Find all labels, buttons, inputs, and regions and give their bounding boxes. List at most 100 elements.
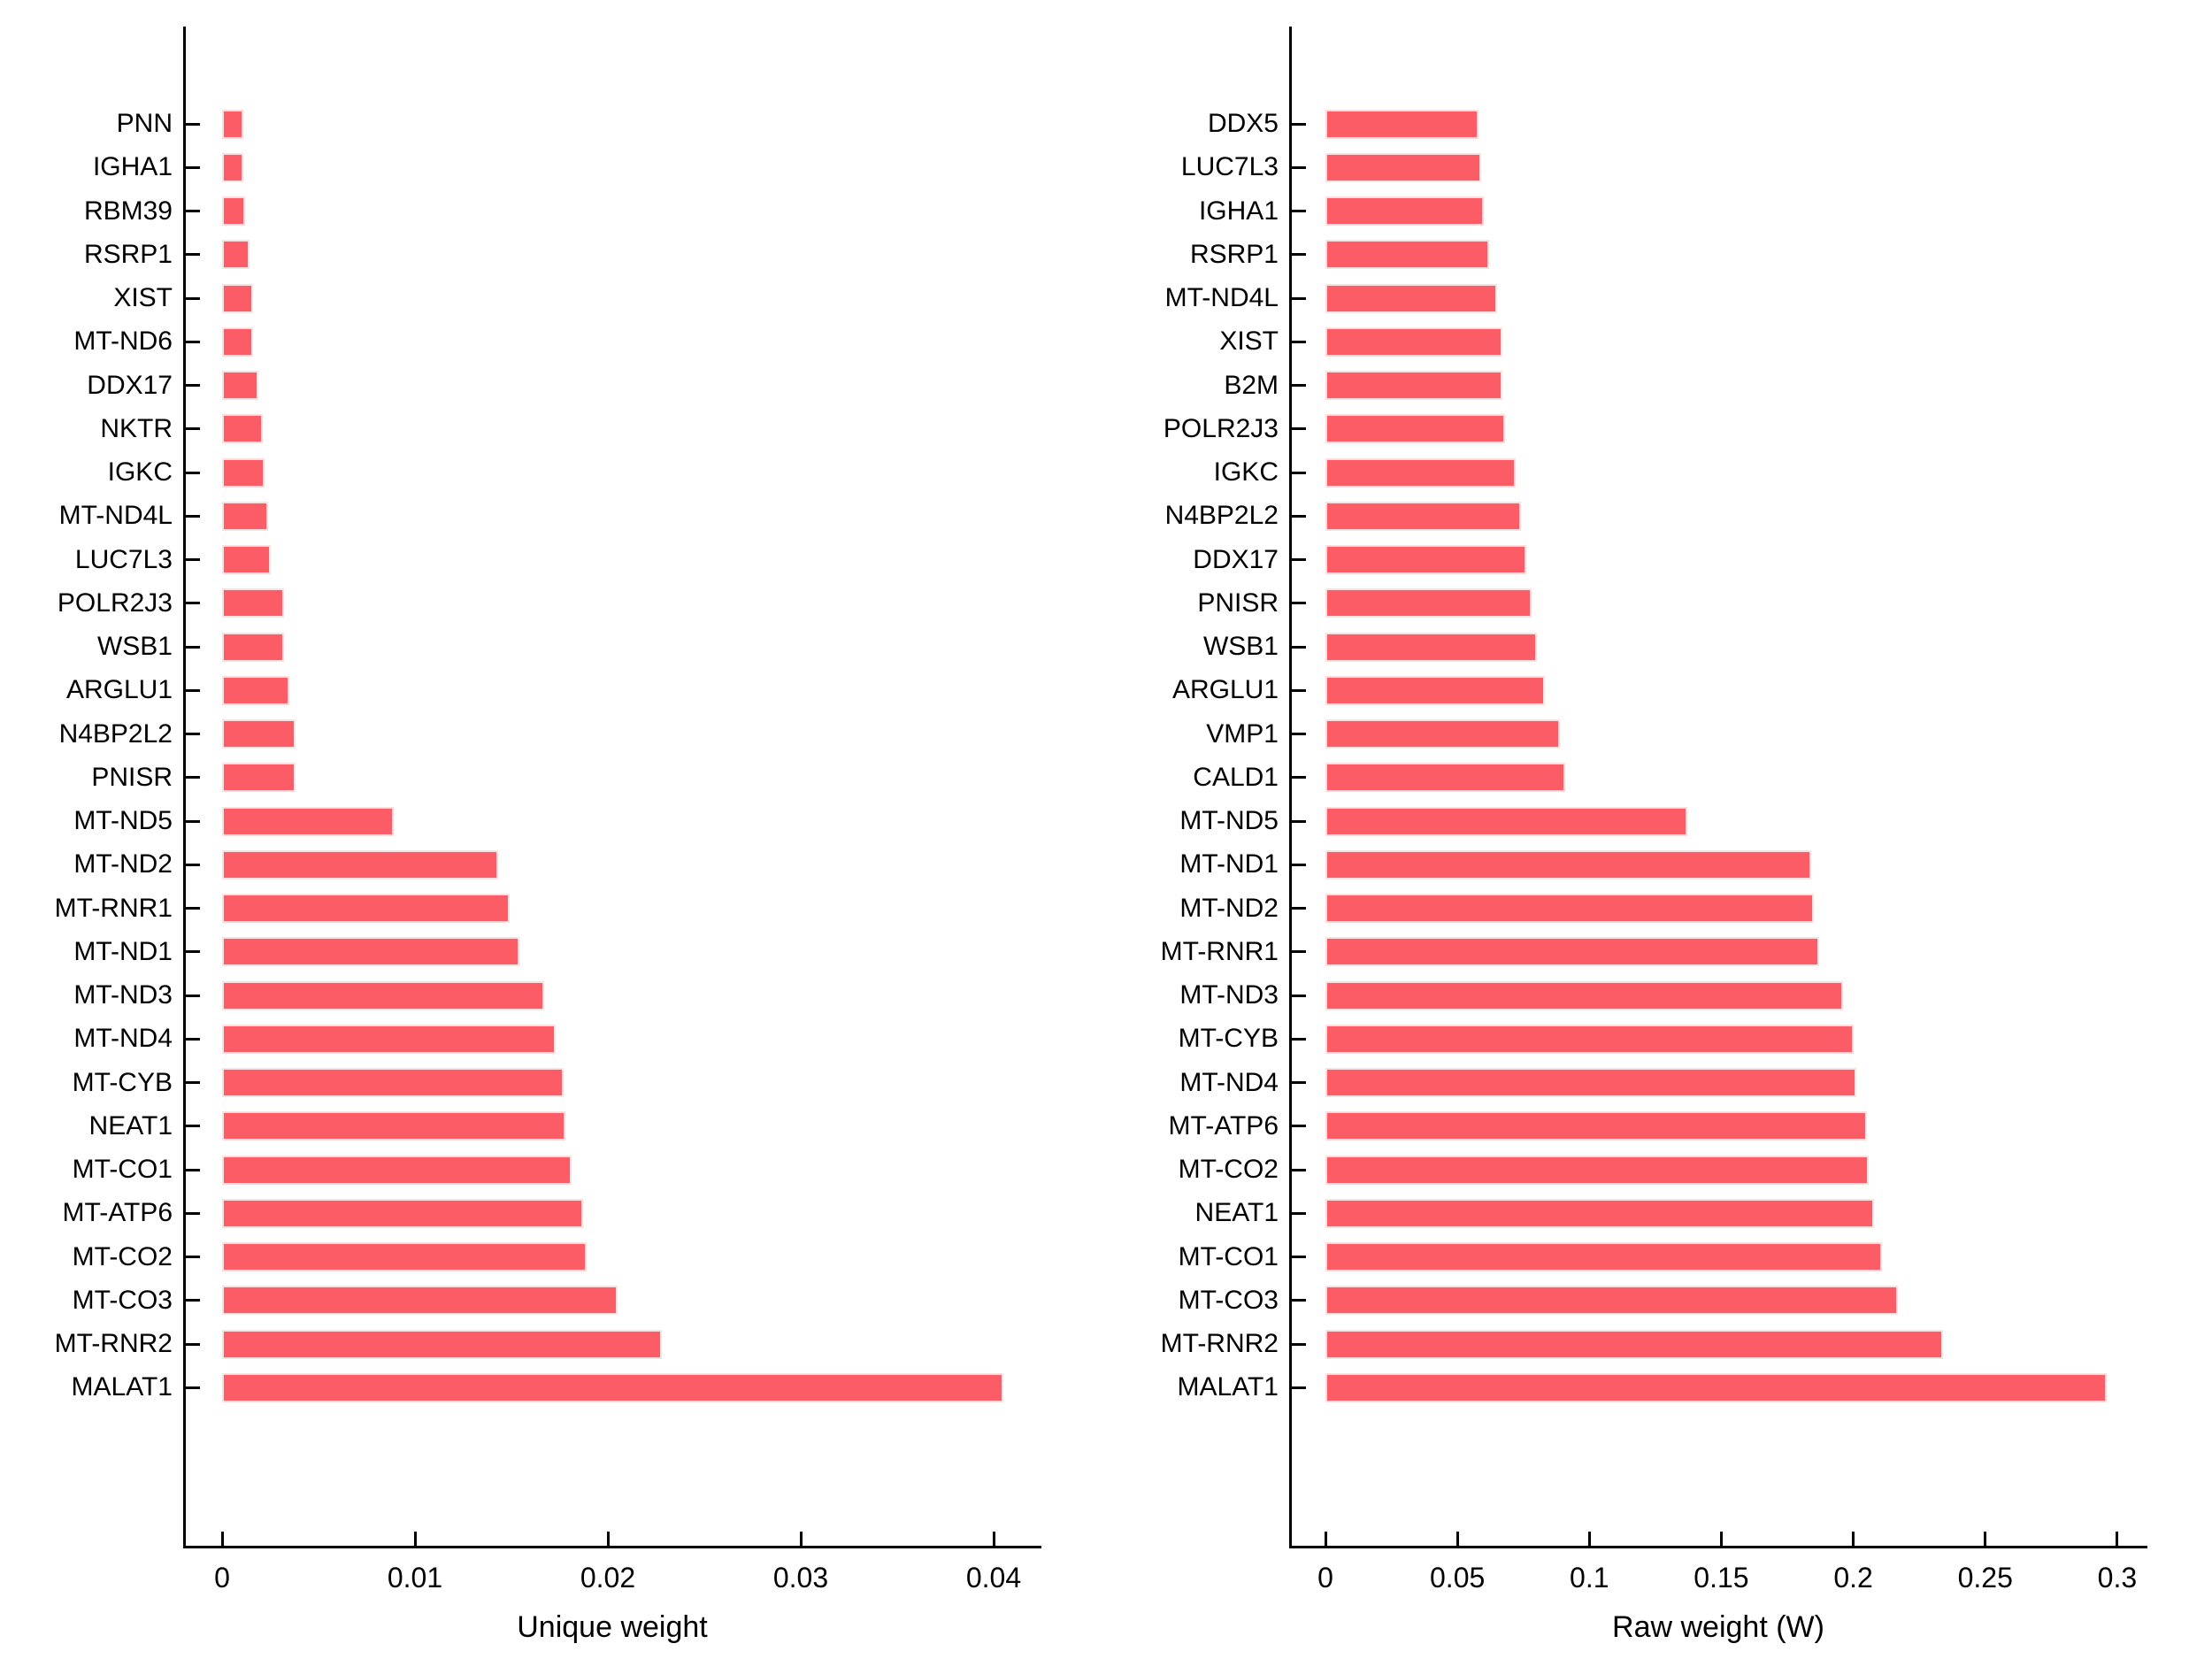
category-label-malat1: MALAT1: [71, 1372, 173, 1402]
category-label-mt-nd5: MT-ND5: [73, 806, 173, 835]
bar-mt-nd5: [222, 806, 395, 836]
bar-mt-nd6: [222, 326, 253, 357]
bar-igha1: [222, 152, 243, 182]
bar-mt-atp6: [1325, 1111, 1867, 1141]
y-tick: [1292, 122, 1306, 126]
category-label-nktr: NKTR: [100, 413, 173, 443]
category-label-pnisr: PNISR: [91, 762, 173, 792]
y-tick: [186, 645, 200, 649]
bar-rsrp1: [222, 240, 250, 270]
y-tick: [186, 1125, 200, 1128]
category-label-mt-cyb: MT-CYB: [72, 1067, 173, 1097]
bar-malat1: [1325, 1372, 2107, 1402]
bar-mt-nd3: [222, 980, 545, 1010]
category-label-mt-nd3: MT-ND3: [1179, 980, 1279, 1010]
y-tick: [1292, 1168, 1306, 1171]
category-label-xist: XIST: [1219, 326, 1279, 357]
bar-mt-co3: [222, 1286, 618, 1316]
bar-arglu1: [222, 675, 290, 705]
y-tick: [1292, 1386, 1306, 1389]
category-label-mt-rnr2: MT-RNR2: [1160, 1329, 1279, 1358]
bar-pnisr: [222, 763, 296, 793]
category-label-pnisr: PNISR: [1197, 588, 1279, 618]
y-tick: [186, 1299, 200, 1302]
y-tick: [1292, 1037, 1306, 1041]
category-label-mt-nd1: MT-ND1: [1179, 849, 1279, 879]
y-tick: [186, 1256, 200, 1258]
bar-rbm39: [222, 196, 246, 226]
category-label-mt-co2: MT-CO2: [72, 1241, 173, 1271]
y-axis-spine: [1289, 27, 1292, 1546]
category-label-igha1: IGHA1: [1198, 196, 1279, 226]
category-label-wsb1: WSB1: [96, 632, 173, 661]
bar-pnisr: [1325, 588, 1532, 618]
bar-mt-rnr2: [222, 1329, 663, 1359]
category-label-polr2j3: POLR2J3: [1163, 413, 1279, 443]
bar-cald1: [1325, 763, 1566, 793]
x-tick-label: 0.1: [1570, 1562, 1609, 1594]
y-tick: [186, 1211, 200, 1215]
bar-mt-nd3: [1325, 980, 1843, 1010]
bar-pnn: [222, 109, 243, 139]
bar-rsrp1: [1325, 240, 1489, 270]
y-axis-spine: [183, 27, 186, 1546]
bar-mt-co1: [222, 1155, 572, 1185]
bar-mt-nd4l: [222, 501, 269, 531]
category-label-neat1: NEAT1: [88, 1110, 173, 1141]
category-label-mt-nd3: MT-ND3: [73, 980, 173, 1010]
category-label-mt-co3: MT-CO3: [1178, 1285, 1279, 1315]
category-label-mt-nd2: MT-ND2: [1179, 893, 1279, 923]
bar-mt-nd4: [1325, 1068, 1856, 1097]
y-tick: [186, 733, 200, 735]
bar-b2m: [1325, 371, 1502, 400]
y-tick: [1292, 1256, 1306, 1258]
category-label-rsrp1: RSRP1: [1189, 239, 1279, 269]
category-label-mt-nd4: MT-ND4: [73, 1024, 173, 1054]
bar-xist: [1325, 326, 1502, 357]
category-label-arglu1: ARGLU1: [65, 675, 173, 705]
x-tick-label: 0.04: [965, 1562, 1022, 1594]
bar-mt-nd5: [1325, 806, 1687, 836]
bar-xist: [222, 283, 253, 313]
category-label-mt-nd6: MT-ND6: [73, 326, 173, 357]
category-label-mt-rnr1: MT-RNR1: [54, 893, 173, 923]
y-tick: [1292, 340, 1306, 343]
bar-mt-co3: [1325, 1286, 1899, 1316]
y-tick: [1292, 776, 1306, 780]
bar-malat1: [222, 1372, 1003, 1402]
y-tick: [186, 471, 200, 474]
y-tick: [1292, 1081, 1306, 1084]
category-label-mt-co2: MT-CO2: [1178, 1155, 1279, 1184]
x-tick: [606, 1532, 610, 1546]
y-tick: [1292, 1342, 1306, 1346]
y-tick: [1292, 296, 1306, 300]
bar-mt-rnr1: [1325, 937, 1819, 967]
bar-mt-nd4l: [1325, 283, 1497, 313]
y-tick: [1292, 602, 1306, 605]
bar-wsb1: [222, 632, 284, 662]
bar-ddx17: [222, 371, 259, 400]
y-tick: [186, 1168, 200, 1171]
x-tick: [1984, 1532, 1987, 1546]
bar-ddx5: [1325, 109, 1479, 139]
y-tick: [1292, 907, 1306, 910]
x-tick-label: 0.2: [1833, 1562, 1873, 1594]
category-label-luc7l3: LUC7L3: [74, 544, 173, 574]
category-label-b2m: B2M: [1224, 370, 1279, 400]
x-tick-label: 0: [1317, 1562, 1333, 1594]
y-tick: [186, 558, 200, 561]
category-label-n4bp2l2: N4BP2L2: [58, 718, 173, 749]
bar-wsb1: [1325, 632, 1537, 662]
bar-mt-nd2: [222, 849, 498, 879]
category-label-wsb1: WSB1: [1202, 632, 1279, 661]
category-label-malat1: MALAT1: [1177, 1372, 1279, 1402]
bar-vmp1: [1325, 719, 1561, 749]
category-label-mt-nd4: MT-ND4: [1179, 1067, 1279, 1097]
y-tick: [186, 210, 200, 212]
category-label-mt-nd2: MT-ND2: [73, 849, 173, 879]
x-tick-label: 0.25: [1957, 1562, 2013, 1594]
x-tick: [1852, 1532, 1855, 1546]
category-label-vmp1: VMP1: [1206, 718, 1279, 749]
